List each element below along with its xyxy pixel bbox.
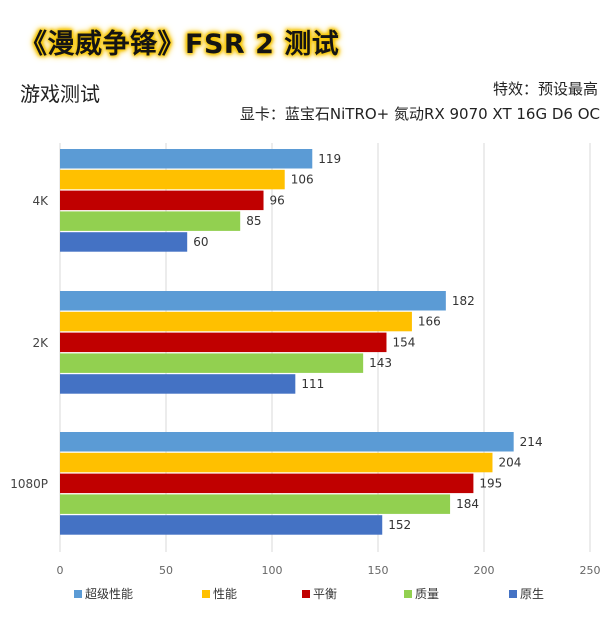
data-label: 119: [318, 152, 341, 166]
bar: [60, 311, 412, 332]
legend-label: 超级性能: [85, 586, 133, 601]
legend-label: 性能: [213, 587, 237, 601]
data-label: 152: [388, 518, 411, 532]
bar: [60, 473, 474, 494]
bar: [60, 374, 296, 394]
chart-subtitle: 游戏测试: [20, 82, 100, 106]
legend-swatch: [302, 590, 310, 598]
legend-swatch: [404, 590, 412, 598]
bar: [60, 232, 188, 252]
bar: [60, 291, 446, 311]
data-label: 166: [418, 315, 441, 329]
bar: [60, 353, 364, 373]
data-label: 195: [479, 476, 502, 490]
legend-swatch: [509, 590, 517, 598]
legend-swatch: [202, 590, 210, 598]
data-label: 184: [456, 497, 479, 511]
data-label: 96: [270, 193, 285, 207]
bar: [60, 494, 451, 514]
x-tick-label: 0: [57, 564, 64, 577]
settings-note: 特效：预设最高: [492, 80, 598, 98]
bar: [60, 211, 241, 231]
x-tick-label: 150: [368, 564, 389, 577]
data-label: 182: [452, 294, 475, 308]
bar: [60, 169, 285, 190]
legend-swatch: [74, 590, 82, 598]
category-label: 1080P: [10, 477, 48, 491]
data-label: 60: [193, 235, 208, 249]
bar: [60, 432, 514, 452]
bar: [60, 452, 493, 473]
data-label: 85: [246, 214, 261, 228]
bar: [60, 190, 264, 211]
category-label: 2K: [32, 336, 49, 350]
chart-banner-title: 《漫威争锋》FSR 2 测试: [20, 29, 340, 60]
x-tick-label: 100: [262, 564, 283, 577]
bar: [60, 515, 383, 535]
data-label: 143: [369, 356, 392, 370]
data-label: 204: [498, 456, 521, 470]
legend-label: 平衡: [313, 587, 337, 601]
bar: [60, 332, 387, 353]
gpu-note: 显卡：蓝宝石NiTRO+ 氮动RX 9070 XT 16G D6 OC: [239, 105, 600, 123]
x-tick-label: 200: [474, 564, 495, 577]
data-label: 214: [520, 435, 543, 449]
x-tick-label: 250: [580, 564, 601, 577]
legend-label: 质量: [415, 587, 439, 601]
data-label: 106: [291, 173, 314, 187]
bar: [60, 149, 313, 169]
x-tick-label: 50: [159, 564, 173, 577]
data-label: 154: [392, 335, 415, 349]
data-label: 111: [301, 377, 324, 391]
legend-label: 原生: [520, 587, 544, 601]
category-label: 4K: [32, 194, 49, 208]
